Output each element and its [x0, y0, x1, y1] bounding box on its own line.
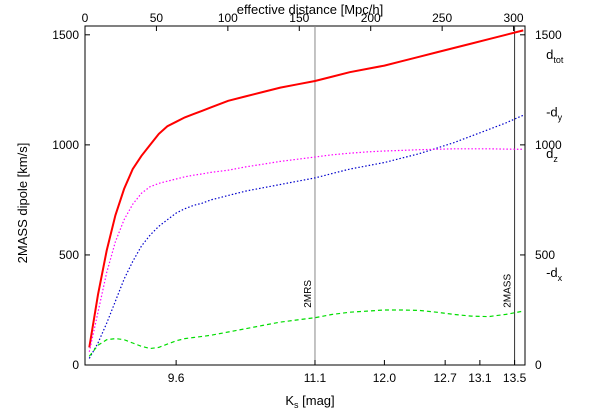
series-line-dtot	[88, 29, 524, 348]
right-y-tick-label: 1000	[535, 138, 562, 152]
vline-label-2mass: 2MASS	[503, 274, 514, 308]
right-y-tick-label: 1500	[535, 28, 562, 42]
top-tick-label: 50	[150, 11, 164, 25]
x-tick-label: 9.6	[168, 371, 185, 385]
series-line-dy	[88, 114, 524, 359]
x-tick-label: 12.0	[373, 371, 397, 385]
right-y-tick-label: 500	[535, 248, 555, 262]
y-tick-label: 1500	[52, 28, 79, 42]
x-tick-label: 13.5	[503, 371, 527, 385]
labels: 2MRS 2MASS dtot -dy dz -dx	[303, 47, 564, 308]
series-lines	[88, 29, 524, 359]
right-y-tick-label: 0	[535, 358, 542, 372]
series-label-dx: -dx	[546, 265, 563, 283]
y-tick-label: 500	[59, 248, 79, 262]
top-tick-label: 150	[289, 11, 309, 25]
plot-area	[84, 25, 526, 366]
x-tick-label: 13.1	[468, 371, 492, 385]
axes: 9.6 11.1 12.0 12.7 13.1 13.505001000150005001…	[52, 11, 562, 385]
top-tick-label: 100	[218, 11, 238, 25]
top-tick-label: 0	[82, 11, 89, 25]
y-tick-label: 0	[72, 358, 79, 372]
top-tick-label: 200	[361, 11, 381, 25]
x-tick-label: 11.1	[304, 371, 327, 385]
series-line-dz	[88, 148, 524, 352]
series-line-dx	[88, 309, 524, 357]
y-tick-label: 1000	[52, 138, 79, 152]
y-axis-title: 2MASS dipole [km/s]	[15, 143, 30, 264]
top-axis-title: effective distance [Mpc/h]	[237, 2, 383, 17]
top-tick-label: 250	[432, 11, 452, 25]
series-label-dtot: dtot	[546, 47, 564, 65]
series-label-dz: dz	[546, 146, 558, 164]
series-label-dy: -dy	[546, 104, 563, 122]
vline-label-2mrs: 2MRS	[303, 280, 314, 308]
plot-frame	[84, 25, 526, 366]
top-tick-label: 300	[504, 11, 524, 25]
vertical-reference-lines	[314, 26, 516, 365]
x-axis-title: Ks [mag]	[285, 393, 334, 410]
x-tick-label: 12.7	[433, 371, 457, 385]
